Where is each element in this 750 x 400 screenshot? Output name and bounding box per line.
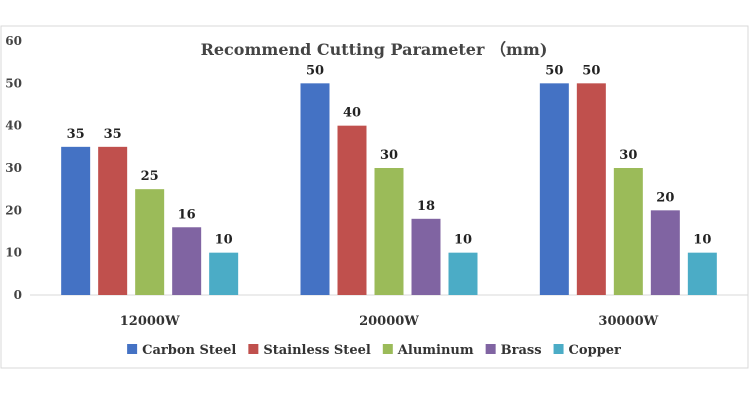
y-axis: 0 10 20 30 40 50 60 [5, 34, 22, 302]
data-label: 30 [380, 148, 398, 163]
data-label: 10 [454, 233, 472, 248]
legend-swatch [553, 344, 564, 354]
legend-label: Brass [501, 343, 542, 358]
legend-label: Copper [569, 343, 621, 358]
x-tick-label: 12000W [120, 314, 180, 329]
bar [374, 168, 404, 295]
legend: Carbon Steel Stainless Steel Aluminum Brass… [127, 343, 621, 358]
legend-label: Aluminum [397, 343, 474, 358]
bar [61, 146, 91, 295]
data-label: 16 [178, 207, 196, 222]
chart-border [0, 25, 749, 369]
y-tick-label: 40 [5, 119, 22, 133]
bar [613, 168, 643, 295]
y-tick-label: 0 [14, 288, 22, 302]
data-label: 18 [417, 199, 435, 214]
data-label: 40 [343, 106, 361, 121]
data-label: 25 [141, 169, 159, 184]
data-label: 10 [215, 233, 233, 248]
bars-group [61, 83, 717, 296]
y-tick-label: 60 [5, 34, 22, 48]
data-labels-group: 35 50 50 35 40 50 25 30 30 16 18 20 10 10 10 [67, 63, 712, 247]
legend-swatch [382, 344, 393, 354]
y-tick-label: 30 [5, 161, 22, 175]
bar [411, 218, 441, 295]
bar [448, 252, 478, 295]
x-tick-label: 30000W [598, 314, 658, 329]
data-label: 50 [306, 63, 324, 78]
data-label: 50 [545, 63, 563, 78]
bar [300, 83, 330, 295]
data-label: 35 [104, 127, 122, 142]
legend-label: Carbon Steel [142, 343, 236, 358]
data-label: 50 [582, 63, 600, 78]
y-tick-label: 10 [5, 246, 22, 260]
bar [98, 146, 128, 295]
legend-swatch [127, 344, 138, 354]
bar [576, 83, 606, 295]
bar [172, 227, 202, 295]
bar [650, 210, 680, 295]
y-tick-label: 20 [5, 203, 22, 217]
data-label: 35 [67, 127, 85, 142]
legend-swatch [248, 344, 259, 354]
legend-swatch [485, 344, 496, 354]
x-axis: 12000W 20000W 30000W [30, 294, 748, 329]
chart-title: Recommend Cutting Parameter （mm) [201, 40, 548, 59]
y-tick-label: 50 [5, 76, 22, 90]
data-label: 10 [693, 233, 711, 248]
data-label: 20 [656, 190, 674, 205]
x-tick-label: 20000W [359, 314, 419, 329]
bar [539, 83, 569, 295]
bar [337, 125, 367, 296]
data-label: 30 [619, 148, 637, 163]
bar [135, 189, 165, 295]
bar [687, 252, 717, 295]
legend-label: Stainless Steel [263, 343, 371, 358]
bar [209, 252, 239, 295]
